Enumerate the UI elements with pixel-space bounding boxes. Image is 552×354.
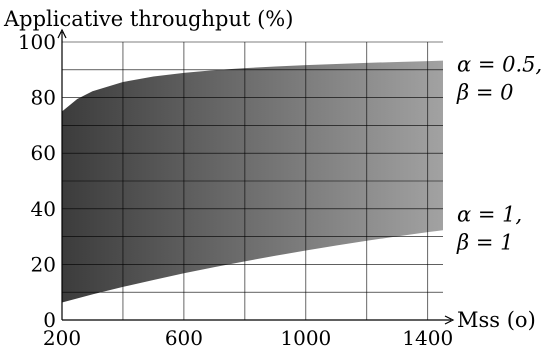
x-tick-label: 1400 <box>402 326 453 350</box>
x-axis-label: Mss (o) <box>457 308 536 332</box>
x-axis-arrow <box>444 315 455 325</box>
y-tick-label: 20 <box>31 252 56 276</box>
y-tick-label: 0 <box>43 308 56 332</box>
x-tick-label: 1000 <box>280 326 331 350</box>
y-tick-label: 80 <box>31 86 56 110</box>
series-annotation-beta: β = 1 <box>456 230 513 254</box>
throughput-area <box>62 60 443 303</box>
series-annotation-alpha: α = 0.5, <box>457 52 542 76</box>
x-tick-label: 200 <box>43 326 81 350</box>
y-tick-label: 60 <box>31 141 56 165</box>
y-axis-label: Applicative throughput (%) <box>3 7 293 31</box>
series-annotation-beta: β = 0 <box>456 80 513 104</box>
series-annotation-alpha: α = 1, <box>457 202 522 226</box>
y-axis-arrow <box>57 28 67 39</box>
y-tick-label: 100 <box>18 30 56 54</box>
y-tick-label: 40 <box>31 197 56 221</box>
x-tick-label: 600 <box>165 326 203 350</box>
